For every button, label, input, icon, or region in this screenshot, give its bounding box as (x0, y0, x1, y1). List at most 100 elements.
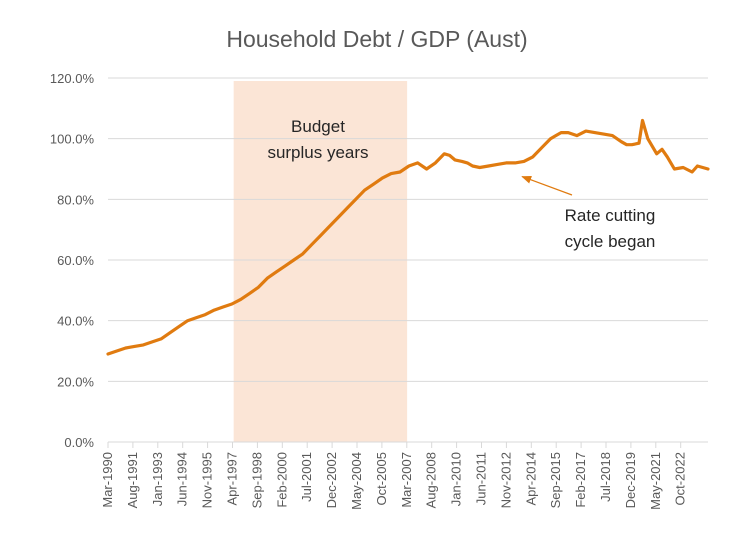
data-point (620, 141, 622, 143)
data-point (310, 244, 313, 246)
data-point (125, 347, 127, 349)
y-tick-label: 100.0% (50, 132, 95, 147)
data-point (160, 338, 162, 340)
x-tick-label: May-2021 (648, 452, 663, 510)
data-point (107, 353, 109, 355)
rate-cut-label-line2: cycle began (565, 232, 656, 251)
data-point (576, 135, 578, 137)
data-point (231, 303, 233, 305)
data-point (567, 132, 569, 134)
x-tick-label: Sep-2015 (548, 452, 563, 508)
data-point (257, 286, 259, 288)
data-point (426, 168, 428, 170)
data-point (399, 171, 401, 173)
series-points (107, 119, 709, 355)
data-point (133, 345, 136, 347)
x-tick-label: Apr-2014 (523, 452, 538, 505)
data-point (372, 183, 375, 185)
x-tick-label: Mar-2007 (399, 452, 414, 508)
data-point (116, 350, 118, 352)
data-point (555, 135, 557, 137)
data-point (222, 306, 224, 308)
data-point (213, 309, 215, 311)
x-tick-label: Jul-2001 (299, 452, 314, 502)
data-point (381, 177, 383, 179)
data-point (691, 171, 693, 173)
data-point (466, 162, 468, 164)
x-tick-label: Apr-1997 (225, 452, 240, 505)
data-point (461, 160, 463, 162)
x-tick-label: Mar-1990 (100, 452, 115, 508)
y-tick-label: 80.0% (57, 192, 94, 207)
data-point (560, 132, 562, 134)
data-point (523, 160, 525, 162)
data-point (390, 173, 392, 175)
data-point (514, 162, 516, 164)
data-point (178, 326, 180, 328)
data-point (454, 159, 456, 161)
data-point (364, 189, 366, 191)
data-point (204, 314, 206, 316)
data-point (647, 138, 649, 140)
data-point (346, 207, 348, 209)
data-point (631, 144, 633, 146)
data-point (302, 253, 304, 255)
data-point (472, 165, 474, 167)
y-axis-ticks: 0.0% 20.0% 40.0% 60.0% 80.0% 100.0% 120.0% (50, 71, 95, 450)
data-point (266, 277, 268, 279)
x-tick-label: Feb-2017 (573, 452, 588, 508)
data-point (661, 148, 663, 150)
x-tick-label: Jun-2011 (474, 452, 489, 505)
shade-label-line2: surplus years (267, 143, 368, 162)
x-tick-label: Oct-2022 (673, 452, 688, 505)
x-tick-label: Jan-2010 (449, 452, 464, 506)
data-point (187, 320, 189, 322)
gridlines (108, 77, 708, 382)
data-point (328, 226, 330, 228)
data-point (249, 292, 251, 294)
x-tick-label: Dec-2002 (324, 452, 339, 508)
data-point (408, 165, 410, 167)
x-tick-label: Aug-2008 (424, 452, 439, 508)
data-point (284, 265, 286, 267)
data-point (319, 235, 321, 237)
x-tick-label: Nov-2012 (498, 452, 513, 508)
y-tick-label: 120.0% (50, 71, 95, 86)
data-point (532, 156, 534, 158)
shade-label-line1: Budget (291, 117, 345, 136)
data-point (682, 166, 684, 169)
data-point (449, 154, 451, 156)
data-point (496, 163, 498, 165)
data-point (434, 162, 436, 164)
data-point (594, 132, 596, 134)
data-point (656, 153, 658, 155)
y-tick-label: 20.0% (57, 374, 94, 389)
x-tick-label: May-2004 (349, 452, 364, 510)
data-point (603, 133, 605, 135)
x-tick-label: Oct-2005 (374, 452, 389, 505)
data-point (417, 162, 419, 164)
data-point (549, 138, 552, 140)
y-tick-label: 40.0% (57, 314, 94, 329)
data-point (275, 271, 277, 273)
data-point (355, 198, 357, 200)
data-point (142, 344, 144, 346)
data-point (151, 341, 153, 343)
data-point (638, 142, 640, 144)
chart-title: Household Debt / GDP (Aust) (226, 26, 527, 52)
data-point (240, 298, 242, 300)
data-point (195, 317, 198, 319)
series-line-household-debt-gdp (106, 118, 710, 356)
data-point (707, 168, 709, 170)
data-point (673, 168, 676, 170)
x-tick-label: Jan-1993 (150, 452, 165, 506)
data-point (169, 332, 171, 334)
data-point (293, 259, 295, 261)
data-point (702, 166, 704, 169)
data-point (696, 165, 699, 167)
data-point (611, 135, 614, 137)
data-point (541, 147, 543, 149)
x-tick-label: Jun-1994 (175, 452, 190, 506)
data-point (487, 165, 490, 167)
